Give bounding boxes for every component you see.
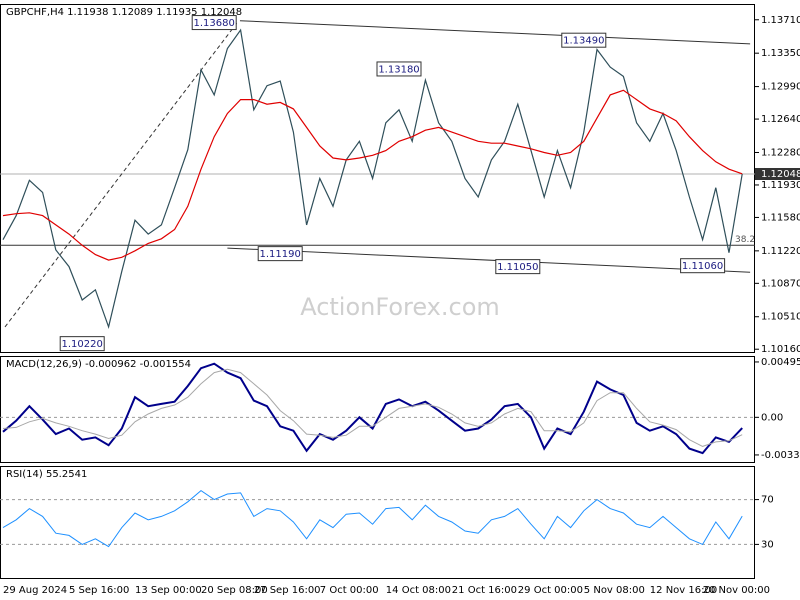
y-tick-label: 1.13710 — [761, 15, 800, 26]
y-tick-label: 1.12640 — [761, 114, 800, 125]
x-tick-label: 29 Oct 00:00 — [518, 585, 583, 596]
y-tick-label: 70 — [761, 495, 774, 506]
x-tick-label: 5 Sep 16:00 — [69, 585, 129, 596]
annotation-box — [59, 336, 105, 352]
macd-panel — [0, 356, 755, 463]
watermark: ActionForex.com — [300, 293, 500, 321]
annotation-label: 1.13180 — [378, 64, 419, 75]
series-line — [2, 489, 743, 548]
y-tick-label: 30 — [761, 539, 774, 550]
annotation-box — [495, 259, 541, 275]
x-tick-label: 20 Nov 00:00 — [703, 585, 770, 596]
y-tick-label: 0.00 — [761, 412, 783, 423]
annotation-box — [376, 61, 422, 77]
y-tick-label: 1.11580 — [761, 212, 800, 223]
annotation-box — [191, 15, 237, 31]
y-tick-label: 1.12990 — [761, 82, 800, 93]
y-tick-label: -0.003368 — [761, 450, 800, 461]
y-tick-label: 1.11220 — [761, 246, 800, 257]
x-tick-label: 5 Nov 08:00 — [584, 585, 645, 596]
series-line — [2, 89, 743, 261]
fib-label: 38.2 — [735, 235, 755, 245]
y-tick-label: 1.11930 — [761, 180, 800, 191]
x-tick-label: 27 Sep 16:00 — [254, 585, 321, 596]
annotation-label: 1.13490 — [563, 36, 604, 47]
x-tick-label: 29 Aug 2024 — [3, 585, 67, 596]
trendline — [4, 21, 239, 328]
x-tick-label: 12 Nov 16:00 — [650, 585, 717, 596]
current-price-box — [755, 168, 800, 181]
annotation-label: 1.11050 — [497, 262, 538, 273]
annotation-label: 1.10220 — [62, 339, 103, 350]
y-tick-label: 1.12280 — [761, 147, 800, 158]
panel-title: MACD(12,26,9) -0.000962 -0.001554 — [6, 359, 191, 370]
series-line — [2, 368, 743, 447]
annotation-label: 1.11190 — [260, 249, 301, 260]
x-tick-label: 14 Oct 08:00 — [386, 585, 451, 596]
series-line — [2, 28, 743, 330]
current-price-label: 1.12048 — [761, 169, 800, 180]
trendline — [227, 247, 751, 273]
x-tick-label: 20 Sep 08:00 — [201, 585, 268, 596]
x-tick-label: 7 Oct 00:00 — [320, 585, 379, 596]
annotation-box — [680, 258, 726, 274]
y-tick-label: 1.10160 — [761, 344, 800, 355]
annotation-label: 1.13680 — [194, 18, 235, 29]
annotation-box — [257, 246, 303, 262]
panel-title: GBPCHF,H4 1.11938 1.12089 1.11935 1.1204… — [6, 7, 242, 18]
rsi-panel — [0, 466, 755, 579]
annotation-box — [561, 32, 607, 48]
panel-title: RSI(14) 55.2541 — [6, 469, 87, 480]
x-tick-label: 13 Sep 00:00 — [135, 585, 202, 596]
x-tick-label: 21 Oct 16:00 — [452, 585, 517, 596]
y-tick-label: 1.13350 — [761, 48, 800, 59]
trendline — [239, 20, 751, 45]
y-tick-label: 1.10510 — [761, 312, 800, 323]
y-tick-label: 1.10870 — [761, 278, 800, 289]
price-panel — [0, 4, 755, 353]
y-tick-label: 0.004957 — [761, 357, 800, 368]
annotation-label: 1.11060 — [682, 261, 723, 272]
